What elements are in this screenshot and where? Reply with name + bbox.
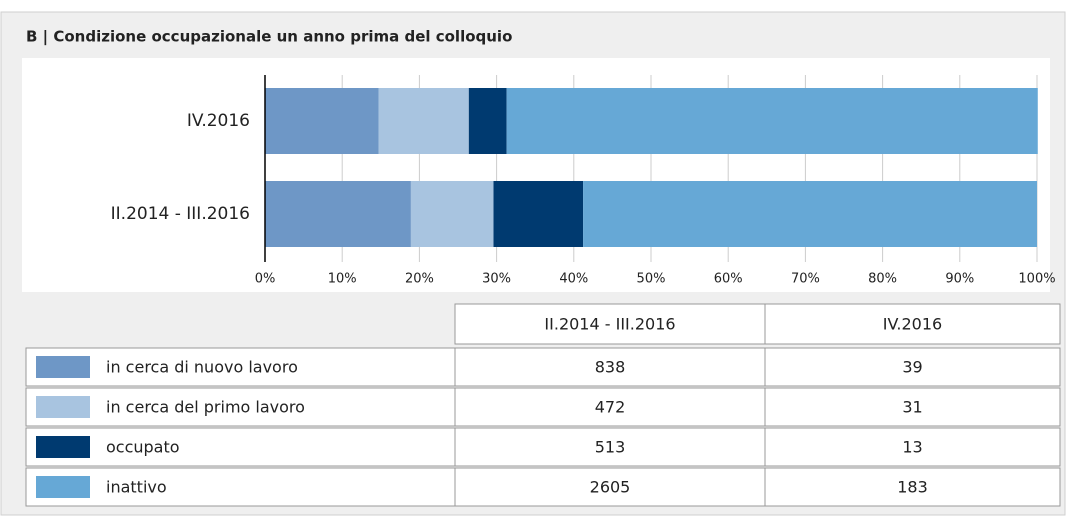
table-cell — [454, 427, 766, 467]
label-cell — [25, 347, 456, 387]
table-value: 472 — [595, 398, 626, 417]
legend-swatch — [36, 356, 90, 378]
table-value: 838 — [595, 358, 626, 377]
x-tick-label: 40% — [559, 272, 588, 287]
y-tick-label: II.2014 - III.2016 — [111, 204, 250, 224]
x-tick-label: 90% — [945, 272, 974, 287]
x-tick-label: 0% — [255, 272, 276, 287]
x-tick-label: 20% — [405, 272, 434, 287]
table-cell — [454, 347, 766, 387]
bar — [265, 88, 379, 154]
chart-title: B | Condizione occupazionale un anno pri… — [26, 28, 512, 47]
label-cell — [25, 427, 456, 467]
x-tick-label: 70% — [791, 272, 820, 287]
table-cell — [764, 427, 1061, 467]
legend-label: occupato — [106, 438, 180, 457]
x-tick-label: 10% — [328, 272, 357, 287]
bar — [410, 181, 494, 247]
bar — [468, 88, 507, 154]
x-tick-label: 80% — [868, 272, 897, 287]
x-tick-label: 60% — [714, 272, 743, 287]
legend-label: inattivo — [106, 478, 167, 497]
y-tick-label: IV.2016 — [187, 111, 250, 131]
label-cell — [25, 387, 456, 427]
table-cell — [764, 347, 1061, 387]
bar — [583, 181, 1037, 247]
table-cell — [764, 387, 1061, 427]
table-value: 2605 — [590, 478, 631, 497]
column-header: II.2014 - III.2016 — [544, 315, 675, 334]
table-cell — [764, 467, 1061, 507]
bar — [506, 88, 1038, 154]
bar — [265, 181, 411, 247]
table-cell — [454, 387, 766, 427]
table-value: 39 — [902, 358, 922, 377]
legend-label: in cerca del primo lavoro — [106, 398, 305, 417]
table-value: 13 — [902, 438, 922, 457]
label-cell — [25, 467, 456, 507]
legend-swatch — [36, 476, 90, 498]
table-cell — [454, 467, 766, 507]
legend-swatch — [36, 436, 90, 458]
x-tick-label: 30% — [482, 272, 511, 287]
column-header: IV.2016 — [883, 315, 942, 334]
legend-swatch — [36, 396, 90, 418]
legend-label: in cerca di nuovo lavoro — [106, 358, 298, 377]
header-cell — [764, 303, 1061, 345]
x-tick-label: 50% — [637, 272, 666, 287]
x-tick-label: 100% — [1018, 272, 1055, 287]
bar — [493, 181, 584, 247]
bar — [378, 88, 469, 154]
table-value: 31 — [902, 398, 922, 417]
table-value: 183 — [897, 478, 928, 497]
table-value: 513 — [595, 438, 626, 457]
